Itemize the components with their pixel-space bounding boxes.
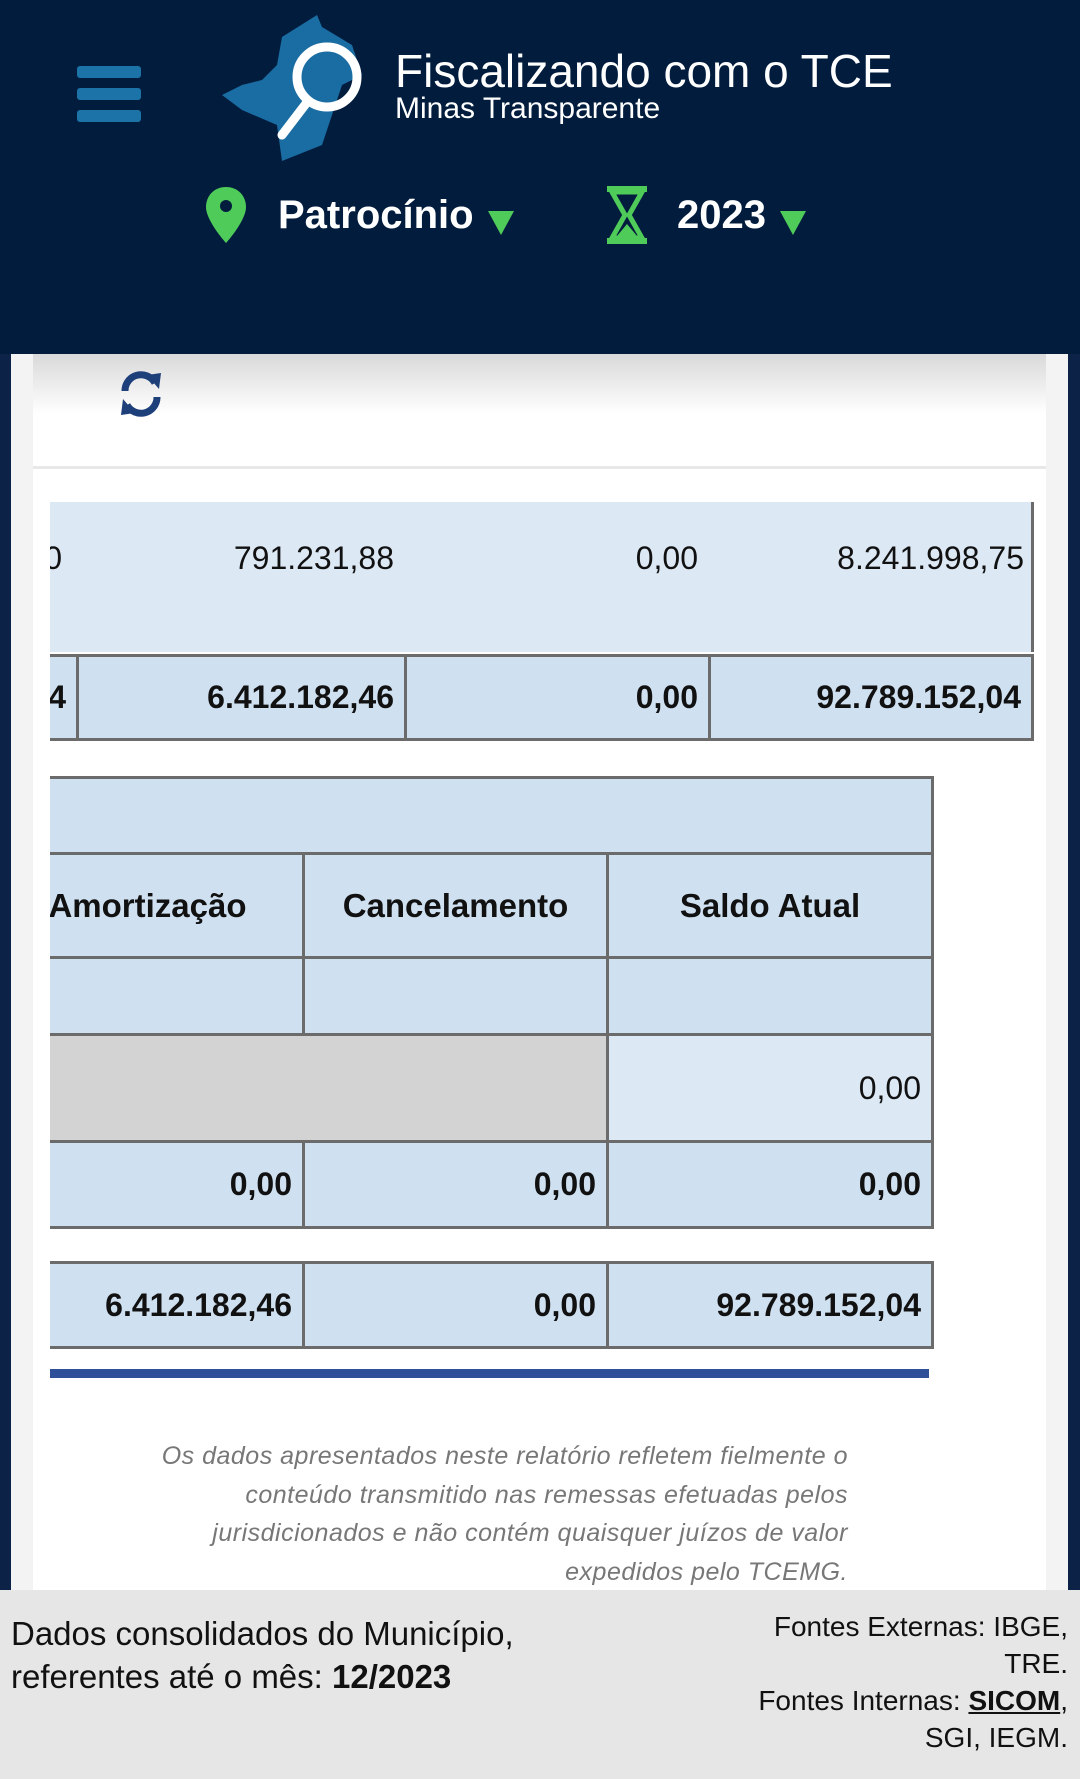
chevron-down-icon: [487, 211, 514, 235]
menu-icon[interactable]: [77, 66, 141, 122]
total-cell: 0,00: [302, 1261, 609, 1349]
app-subtitle: Minas Transparente: [395, 92, 661, 125]
section-divider-bar: [50, 1369, 929, 1378]
table-header-group: [50, 776, 934, 855]
subtotal-cell: 0,00: [606, 1140, 934, 1229]
total-cell: 92.789.152,04: [606, 1261, 934, 1349]
footer-text: Dados consolidados do Município,: [11, 1615, 514, 1652]
table-1: 0 791.231,88 0,00 8.241.998,75 4 6.412.1…: [50, 502, 1050, 742]
cell: [302, 956, 609, 1036]
logo-minas-map-icon: [222, 15, 362, 161]
header-cancelamento: Cancelamento: [302, 852, 609, 959]
internal-sources-cont: SGI, IEGM.: [924, 1722, 1068, 1753]
year-label: 2023: [677, 192, 766, 237]
reference-month: 12/2023: [332, 1658, 452, 1695]
year-selector[interactable]: 2023: [607, 185, 806, 245]
cell: 0: [50, 539, 62, 576]
cell: 8.241.998,75: [837, 539, 1024, 576]
sicom-link[interactable]: SICOM: [968, 1685, 1061, 1716]
subtotal-cell: 0,00: [50, 1140, 305, 1229]
municipality-label: Patrocínio: [278, 192, 474, 237]
cell: [606, 956, 934, 1036]
disclaimer-line: jurisdicionados e não contém quaisquer j…: [212, 1519, 848, 1547]
footer: Dados consolidados do Município, referen…: [0, 1590, 1080, 1779]
internal-sources-label: Fontes Internas:: [758, 1685, 969, 1716]
footer-text: referentes até o mês:: [11, 1658, 332, 1695]
app-title: Fiscalizando com o TCE: [395, 45, 893, 97]
subtotal-cell: 0,00: [302, 1140, 609, 1229]
disclaimer-line: Os dados apresentados neste relatório re…: [161, 1442, 848, 1470]
total-cell: 92.789.152,04: [708, 654, 1034, 741]
cell: 0,00: [606, 1036, 931, 1140]
total-cell: 0,00: [404, 654, 711, 741]
disclaimer-line: conteúdo transmitido nas remessas efetua…: [245, 1480, 848, 1509]
disclaimer-line: expedidos pelo TCEMG.: [565, 1557, 848, 1586]
header-saldo-atual: Saldo Atual: [606, 852, 934, 959]
chevron-down-icon: [779, 211, 806, 235]
disclaimer: Os dados apresentados neste relatório re…: [48, 1437, 848, 1591]
table-2: Amortização Cancelamento Saldo Atual 0,0…: [50, 776, 1050, 1351]
municipality-selector[interactable]: Patrocínio: [206, 185, 514, 245]
external-sources: Fontes Externas: IBGE,: [773, 1611, 1068, 1642]
cell: 0,00: [635, 539, 698, 576]
total-cell: 6.412.182,46: [76, 654, 407, 741]
external-sources-cont: TRE.: [1004, 1648, 1068, 1679]
consolidated-data-info: Dados consolidados do Município, referen…: [11, 1612, 514, 1698]
header-amortizacao: Amortização: [50, 852, 305, 959]
total-cell: 6.412.182,46: [50, 1261, 305, 1349]
app-header: Fiscalizando com o TCE Minas Transparent…: [0, 0, 1080, 354]
hourglass-icon: [607, 186, 647, 244]
divider: [33, 466, 1046, 469]
total-cell: 4: [50, 654, 79, 741]
cell: 791.231,88: [233, 539, 394, 576]
location-pin-icon: [206, 187, 246, 243]
cell: [50, 956, 305, 1036]
table-row: [50, 502, 1034, 652]
data-sources: Fontes Externas: IBGE, TRE. Fontes Inter…: [598, 1608, 1068, 1756]
refresh-icon[interactable]: [117, 369, 165, 419]
